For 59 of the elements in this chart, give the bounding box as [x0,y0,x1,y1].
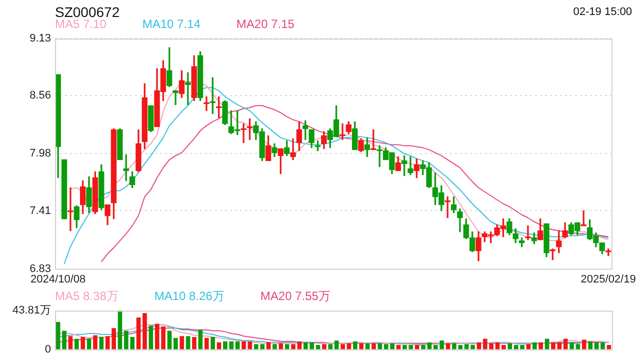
bar [470,344,475,350]
bar [378,343,382,350]
y-tick-label: 8.56 [30,90,51,102]
bar [538,342,543,350]
bar [291,344,296,350]
bar [278,343,284,350]
bar [570,342,574,350]
chart-title: SZ000672 [55,4,120,20]
bar [588,341,593,350]
bar [352,341,358,350]
bar [186,336,190,350]
bar [142,313,147,350]
bar [328,344,333,350]
text: 02-19 15:00 [573,6,632,18]
bar [334,340,339,350]
bar [192,337,196,350]
text: MA20 7.15 [236,17,294,31]
bar [532,342,537,350]
x-tick-label: 2024/10/08 [30,273,86,286]
bar [148,325,154,350]
text: MA10 7.14 [142,17,200,31]
bar [446,343,450,350]
series-label: MA10 8.26万 [154,288,224,305]
bar [242,341,246,350]
bar [198,330,203,350]
y-tick-label: 43.81万 [12,304,51,317]
y-tick-label: 7.98 [30,148,51,160]
y-tick-label: 6.83 [30,262,51,275]
bar [74,338,79,350]
bar [359,343,364,350]
bar [508,343,512,350]
text: MA5 7.10 [55,17,106,31]
bar [421,344,426,350]
bar [136,318,141,350]
candlestick [61,159,68,220]
y-tick-label: 0 [44,343,51,356]
bar [606,344,612,350]
y-tick-label: 9.13 [30,32,51,45]
text: MA5 8.38万 [55,288,118,305]
bar [204,338,209,350]
bar [174,338,178,350]
bar [272,344,277,350]
bar [210,337,215,350]
bar [520,344,524,350]
bar [80,337,86,350]
bar [340,344,345,350]
x-tick-label: 2025/02/19 [580,273,636,286]
bar [180,336,184,350]
bar [93,335,98,350]
bar [68,336,73,350]
text: MA20 7.55万 [260,288,330,305]
y-tick-label: 7.41 [30,204,51,217]
bar [600,342,605,350]
bar [322,344,326,350]
bar [365,343,370,350]
bar [346,343,352,350]
bar [502,344,506,350]
bar [372,343,376,350]
bar [582,340,586,350]
